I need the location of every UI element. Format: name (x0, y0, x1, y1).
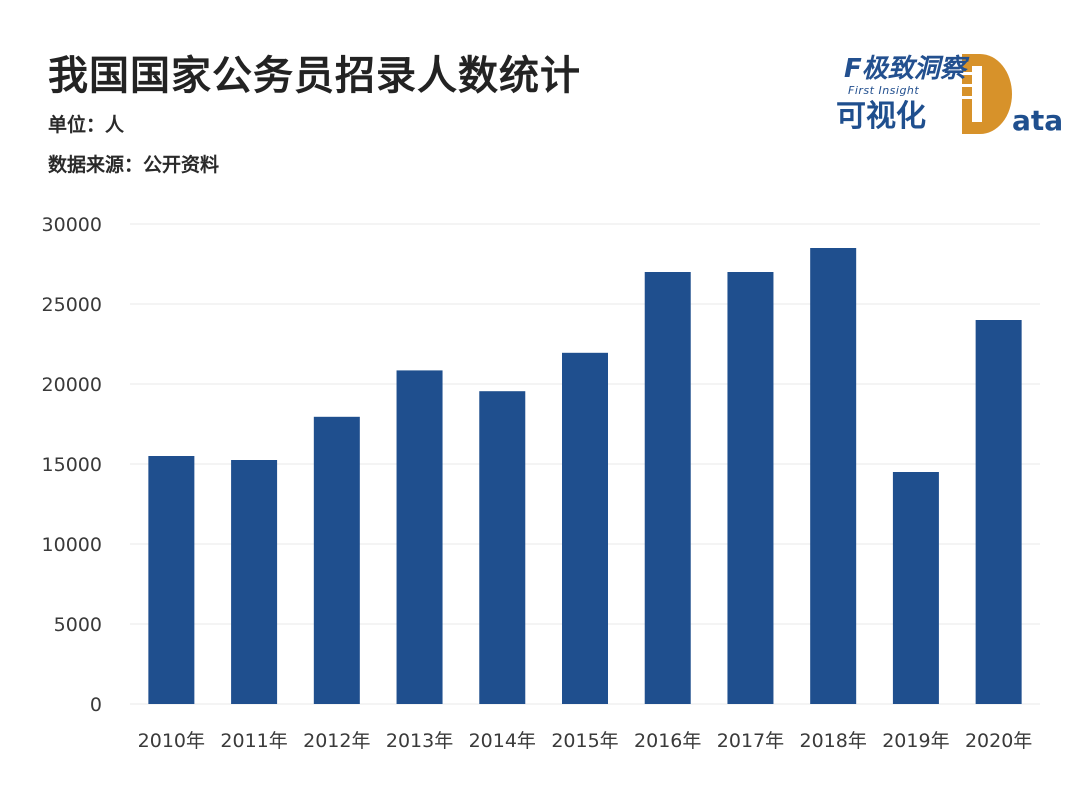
bars (148, 248, 1022, 704)
bar (727, 272, 774, 704)
y-tick-label: 20000 (42, 374, 102, 396)
x-tick-label: 2011年 (220, 730, 287, 752)
bar (479, 391, 526, 704)
unit-label: 单位：人 (48, 114, 125, 136)
x-tick-label: 2018年 (800, 730, 867, 752)
x-tick-label: 2020年 (965, 730, 1032, 752)
bar (148, 456, 195, 704)
x-axis-ticks: 2010年 2011年 2012年 2013年 2014年 2015年 2016年 2017年… (138, 730, 1033, 752)
x-tick-label: 2014年 (469, 730, 536, 752)
x-tick-label: 2012年 (303, 730, 370, 752)
y-axis-ticks: 0 5000 10000 15000 20000 25000 30000 (42, 214, 102, 716)
bar (313, 416, 360, 704)
logo-brand-text: F极致洞察 (844, 54, 966, 84)
y-tick-label: 30000 (42, 214, 102, 236)
bar (644, 272, 691, 704)
bar (892, 472, 939, 704)
y-tick-label: 10000 (42, 534, 102, 556)
x-tick-label: 2019年 (882, 730, 949, 752)
x-tick-label: 2013年 (386, 730, 453, 752)
y-tick-label: 0 (90, 694, 102, 716)
x-tick-label: 2015年 (551, 730, 618, 752)
logo-brand-english: First Insight (848, 84, 920, 97)
x-tick-label: 2016年 (634, 730, 701, 752)
bar (396, 370, 443, 704)
y-tick-label: 25000 (42, 294, 102, 316)
logo-subtitle: 可视化 (836, 99, 926, 134)
bar (975, 320, 1022, 704)
bar (810, 248, 857, 704)
bar (562, 352, 608, 704)
chart-title: 我国国家公务员招录人数统计 (48, 53, 581, 99)
y-tick-label: 5000 (54, 614, 102, 636)
x-tick-label: 2010年 (138, 730, 205, 752)
logo-data-word: ata (1012, 104, 1064, 137)
y-tick-label: 15000 (42, 454, 102, 476)
bar (231, 460, 278, 704)
chart-header: 我国国家公务员招录人数统计 单位：人 数据来源：公开资料 (48, 48, 581, 178)
logo-data-d-icon (958, 54, 1012, 134)
x-tick-label: 2017年 (717, 730, 784, 752)
brand-logo: F极致洞察 First Insight 可视化 ata (836, 44, 1063, 140)
source-label: 数据来源：公开资料 (48, 154, 220, 176)
